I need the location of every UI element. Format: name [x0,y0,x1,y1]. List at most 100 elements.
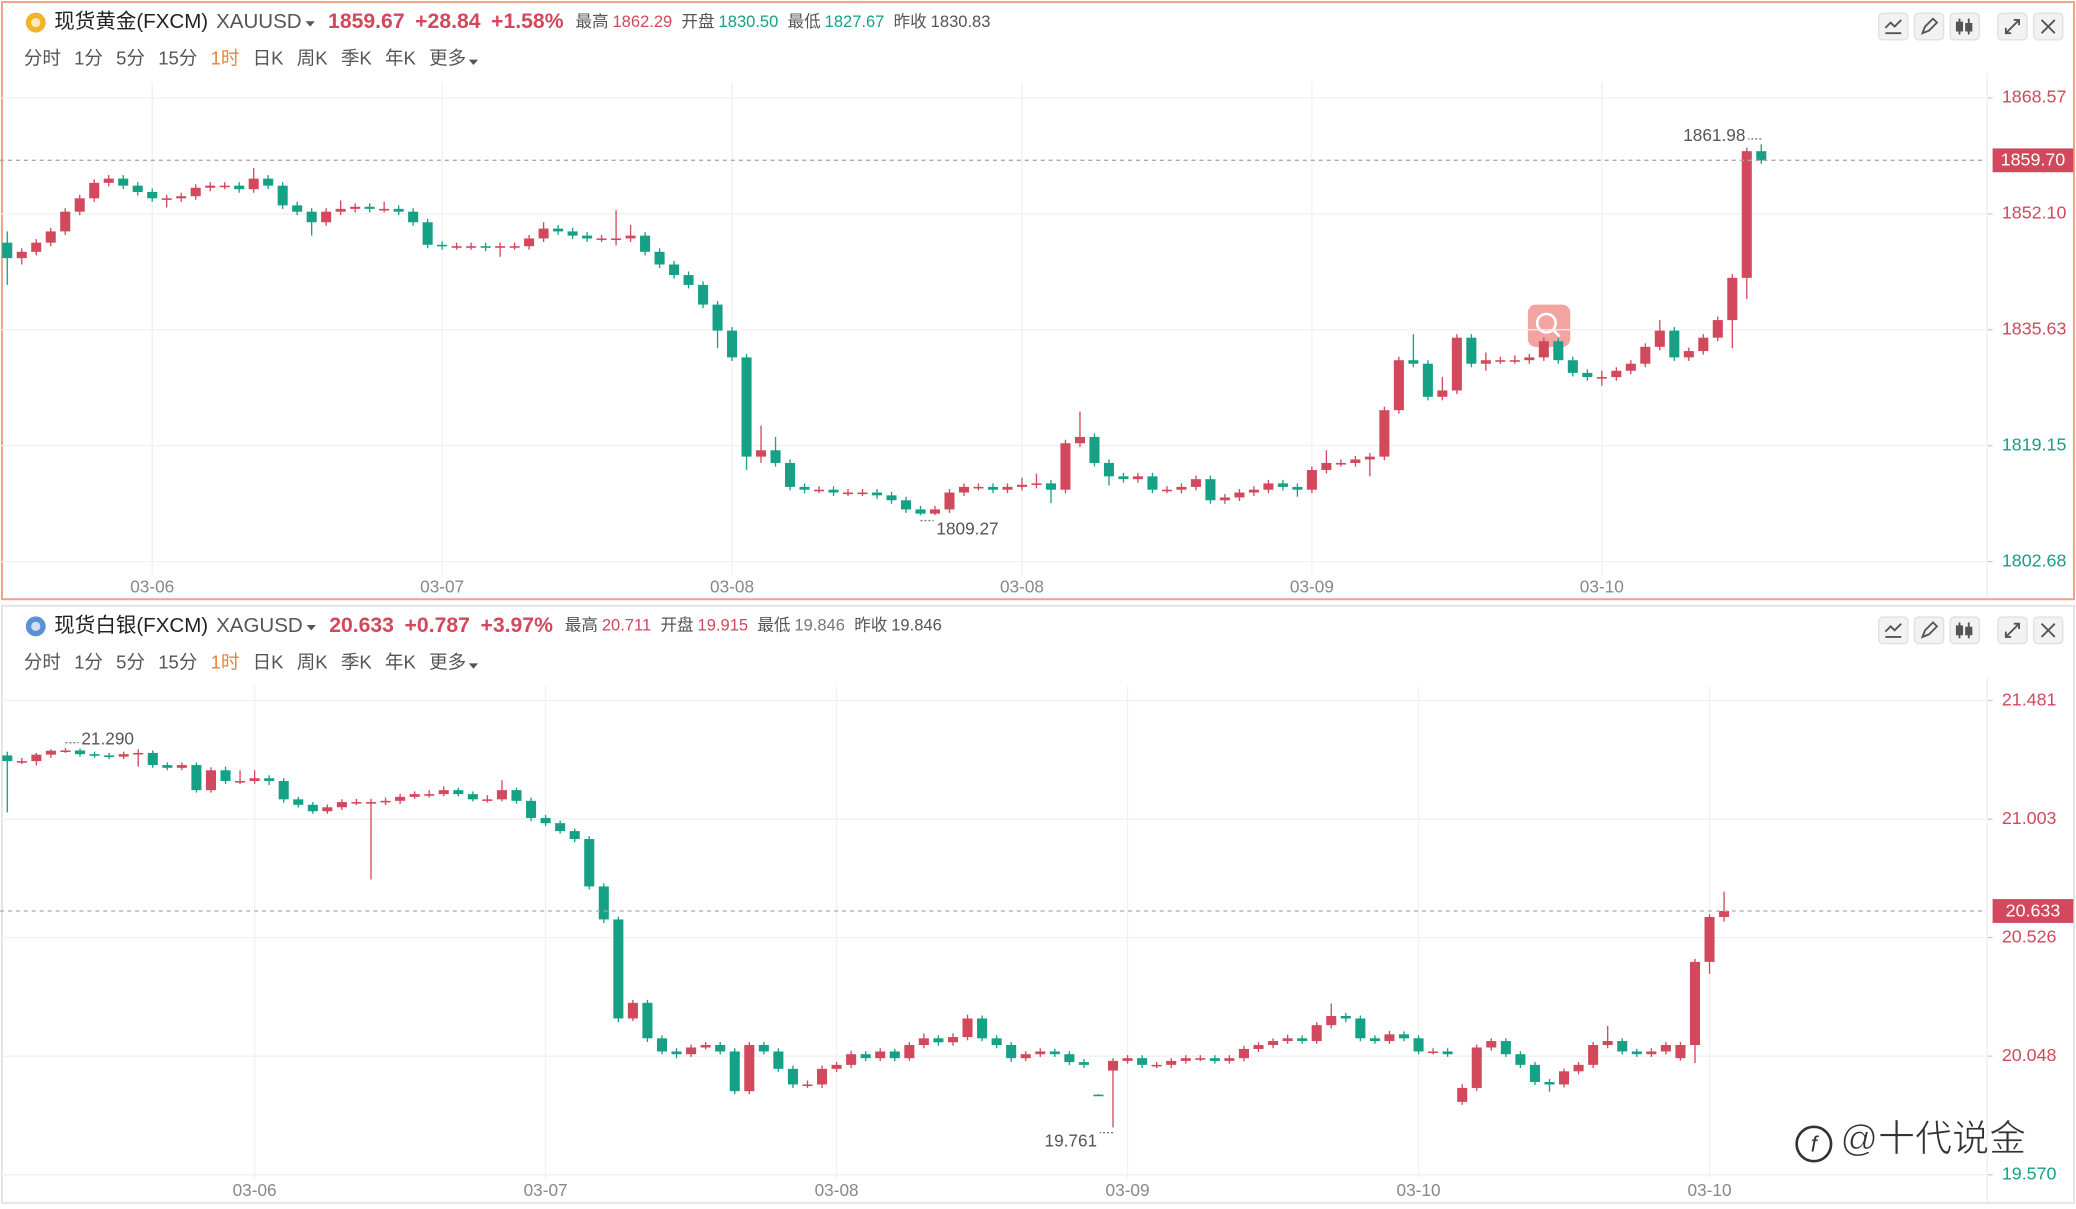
period-tab[interactable]: 周K [297,48,329,69]
candle-body [1074,436,1085,444]
candle-body [712,304,723,331]
period-tab[interactable]: 季K [341,651,373,672]
search-button-bg[interactable] [1527,304,1571,347]
candle-body [511,790,522,801]
instrument-symbol[interactable]: XAUUSD [216,10,302,33]
candle-body [219,185,230,188]
period-tab[interactable]: 更多 [429,651,466,672]
period-tab[interactable]: 1分 [74,651,103,672]
search-button[interactable] [1527,304,1571,347]
candle-body [1625,363,1636,371]
period-tab[interactable]: 15分 [158,651,197,672]
panel-border [0,604,2076,1204]
period-tab[interactable]: 分时 [24,651,61,672]
toolbar-button[interactable] [1913,616,1945,645]
candle-body [973,486,984,489]
candle-body [1326,1015,1337,1026]
candle-body [1689,961,1701,1046]
watermark-logo [1795,1125,1833,1163]
stat-value: 20.711 [602,616,651,635]
period-tab[interactable]: 分时 [24,48,61,69]
period-tab[interactable]: 15分 [158,48,197,69]
period-tab[interactable]: 日K [253,48,285,69]
candle-body [306,211,317,223]
candle-body [770,450,781,463]
toolbar-button[interactable] [1878,616,1909,645]
candle-body [1529,1064,1540,1082]
price-change-pct: +1.58% [491,10,564,33]
candle-body [1020,1054,1031,1059]
last-price-tag [1992,148,2074,173]
candle-body [1277,483,1288,487]
candle-body [1166,1060,1177,1065]
candle-body [640,235,651,252]
period-tab[interactable]: 年K [385,48,417,69]
candle-body [1398,1034,1410,1039]
period-tab[interactable]: 更多 [429,48,466,69]
candle-body [1602,1041,1613,1046]
extreme-label: 21.290 [81,729,134,749]
candle-body [1248,489,1259,493]
candle-body [553,228,564,232]
candle-body [2,242,13,259]
watermark: @十代说金 [1840,1117,2026,1159]
period-tab[interactable]: 1分 [74,48,103,69]
candle-body [1006,1045,1017,1059]
period-tab[interactable]: 5分 [116,48,145,69]
y-tick-label: 21.003 [2002,808,2057,828]
toolbar-button[interactable] [1949,12,1981,41]
period-tab[interactable]: 季K [341,48,373,69]
toolbar-button[interactable] [1949,616,1981,645]
candle-body [480,246,491,248]
candle-body [773,1051,784,1069]
candle-body [1524,357,1535,361]
candle-body [741,357,752,457]
candle-body [278,780,289,800]
candle-body [904,1045,915,1059]
candle-body [582,235,593,239]
candle-body [1176,486,1187,490]
dropdown-caret[interactable] [468,663,479,669]
candle-body [729,1051,740,1092]
candle-body [408,211,419,223]
candle-body [611,238,622,241]
candle-body [860,1054,871,1059]
candle-body [191,765,202,791]
candle-body [1016,484,1028,487]
candle-body [814,489,825,492]
dropdown-caret[interactable] [306,625,316,631]
period-tab[interactable]: 日K [253,651,285,672]
period-tab[interactable]: 1时 [211,48,240,69]
candle-body [45,231,56,243]
candle-body [1553,341,1564,361]
candle-body [424,794,435,796]
dropdown-caret[interactable] [305,21,315,27]
period-tab[interactable]: 5分 [116,651,145,672]
candle-body [336,802,347,808]
candle-body [756,450,767,457]
period-tab[interactable]: 周K [297,651,329,672]
y-tick-label: 21.481 [2002,689,2057,709]
candle-body [1660,1045,1671,1052]
candle-body [1538,341,1549,358]
candle-body [133,752,144,755]
candle-body [1147,476,1158,490]
candle-body [929,509,941,514]
candle-body [1311,1025,1322,1042]
period-tab[interactable]: 1时 [211,651,240,672]
instrument-symbol[interactable]: XAGUSD [216,614,303,637]
period-tab[interactable]: 年K [385,651,417,672]
dropdown-caret[interactable] [468,59,479,65]
x-tick-label: 03-08 [1000,576,1044,596]
candle-body [1495,360,1506,362]
candle-body [886,495,897,501]
x-tick-label: 03-10 [1580,576,1624,596]
candle-body [987,486,999,490]
toolbar-button[interactable] [1913,12,1945,41]
candle-body [1559,1071,1570,1085]
candle-body [248,178,259,190]
candle-body [74,198,85,212]
toolbar-button[interactable] [1878,12,1909,41]
candle-body [1234,492,1245,498]
